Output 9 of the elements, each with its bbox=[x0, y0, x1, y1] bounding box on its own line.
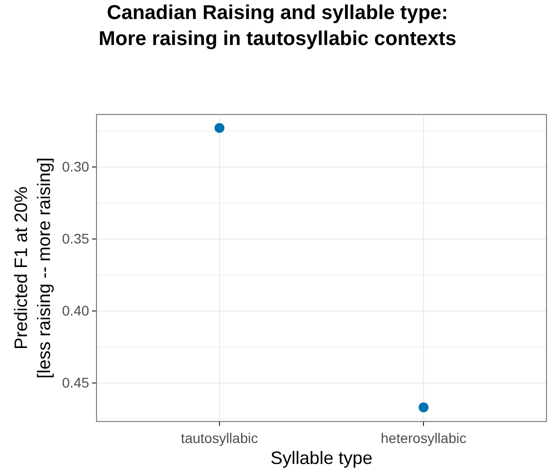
y-tick-label: 0.35 bbox=[62, 230, 90, 247]
x-axis-title: Syllable type bbox=[270, 448, 373, 468]
y-tick-label: 0.45 bbox=[62, 374, 90, 391]
y-tick-label: 0.30 bbox=[62, 158, 90, 175]
chart-title: Canadian Raising and syllable type: More raising in tautosyllabic contexts bbox=[98, 2, 456, 50]
x-tick-label: heterosyllabic bbox=[380, 430, 466, 446]
y-tick-label: 0.40 bbox=[62, 302, 90, 319]
x-tick-label: tautosyllabic bbox=[180, 430, 258, 446]
y-axis-title: Predicted F1 at 20% [less raising -- more raising] bbox=[10, 157, 54, 379]
